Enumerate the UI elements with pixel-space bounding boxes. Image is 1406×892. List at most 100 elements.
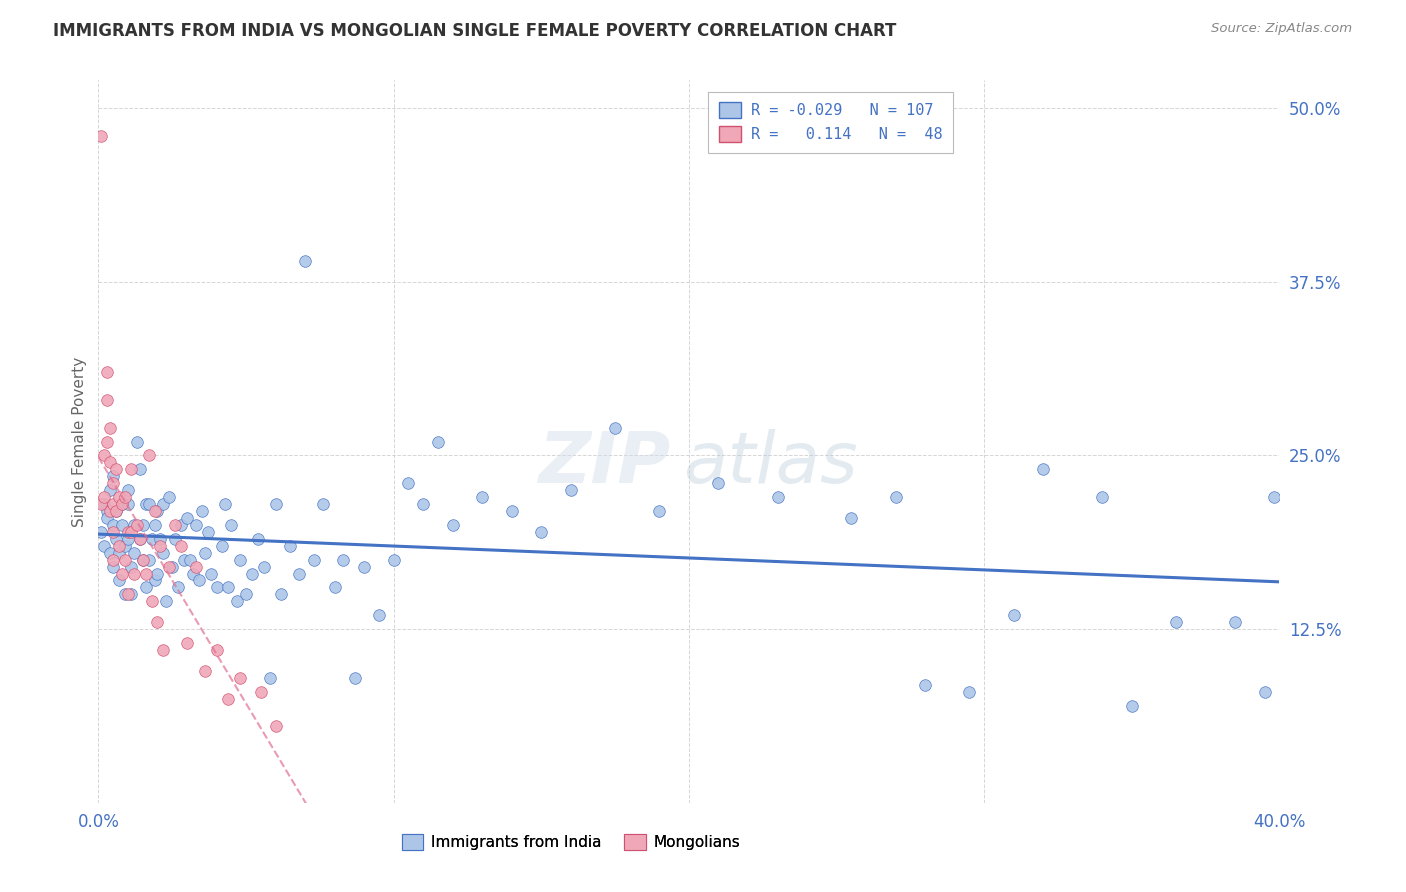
- Point: [128, 462, 150, 476]
- Point: [167, 581, 190, 595]
- Point: [157, 559, 180, 574]
- Point: [120, 559, 142, 574]
- Point: [103, 552, 125, 566]
- Point: [143, 517, 166, 532]
- Point: [217, 581, 239, 595]
- Point: [122, 546, 145, 560]
- Point: [176, 636, 198, 650]
- Point: [135, 566, 157, 581]
- Point: [93, 490, 115, 504]
- Point: [132, 552, 155, 566]
- Point: [240, 566, 263, 581]
- Point: [173, 552, 195, 566]
- Point: [132, 517, 155, 532]
- Point: [152, 546, 174, 560]
- Point: [1002, 608, 1025, 623]
- Point: [135, 497, 157, 511]
- Point: [135, 581, 157, 595]
- Point: [117, 532, 139, 546]
- Point: [103, 476, 125, 491]
- Point: [96, 511, 118, 525]
- Point: [138, 552, 160, 566]
- Point: [138, 449, 160, 463]
- Point: [270, 587, 292, 601]
- Point: [165, 532, 187, 546]
- Point: [170, 517, 193, 532]
- Point: [103, 559, 125, 574]
- Point: [214, 497, 236, 511]
- Point: [205, 643, 228, 657]
- Point: [117, 483, 139, 498]
- Point: [152, 497, 174, 511]
- Point: [221, 517, 243, 532]
- Point: [143, 574, 166, 588]
- Point: [288, 566, 311, 581]
- Point: [141, 532, 163, 546]
- Point: [98, 483, 121, 498]
- Point: [114, 552, 136, 566]
- Point: [353, 559, 375, 574]
- Point: [143, 504, 166, 518]
- Point: [427, 434, 450, 449]
- Point: [155, 594, 177, 608]
- Point: [103, 497, 125, 511]
- Point: [120, 524, 142, 539]
- Point: [226, 594, 249, 608]
- Point: [96, 392, 118, 407]
- Point: [98, 546, 121, 560]
- Text: Source: ZipAtlas.com: Source: ZipAtlas.com: [1212, 22, 1353, 36]
- Point: [120, 462, 142, 476]
- Point: [959, 684, 981, 698]
- Point: [114, 587, 136, 601]
- Point: [103, 469, 125, 483]
- Point: [246, 532, 269, 546]
- Point: [122, 566, 145, 581]
- Point: [157, 490, 180, 504]
- Point: [125, 434, 148, 449]
- Point: [114, 490, 136, 504]
- Point: [152, 643, 174, 657]
- Point: [111, 566, 134, 581]
- Point: [108, 546, 131, 560]
- Point: [93, 449, 115, 463]
- Point: [264, 719, 287, 733]
- Point: [194, 546, 217, 560]
- Point: [146, 615, 169, 630]
- Point: [149, 539, 172, 553]
- Text: atlas: atlas: [683, 429, 858, 498]
- Point: [108, 574, 131, 588]
- Point: [98, 504, 121, 518]
- Point: [114, 539, 136, 553]
- Point: [103, 524, 125, 539]
- Point: [200, 566, 222, 581]
- Point: [841, 511, 863, 525]
- Point: [96, 434, 118, 449]
- Point: [250, 684, 273, 698]
- Point: [1121, 698, 1143, 713]
- Point: [264, 497, 287, 511]
- Point: [217, 691, 239, 706]
- Point: [98, 420, 121, 434]
- Point: [560, 483, 582, 498]
- Point: [181, 566, 204, 581]
- Point: [1225, 615, 1247, 630]
- Point: [191, 504, 214, 518]
- Point: [707, 476, 730, 491]
- Point: [93, 539, 115, 553]
- Point: [412, 497, 434, 511]
- Point: [138, 497, 160, 511]
- Point: [108, 539, 131, 553]
- Point: [117, 524, 139, 539]
- Point: [1032, 462, 1054, 476]
- Point: [530, 524, 553, 539]
- Point: [312, 497, 335, 511]
- Point: [914, 678, 936, 692]
- Point: [146, 504, 169, 518]
- Point: [170, 539, 193, 553]
- Point: [90, 128, 112, 143]
- Point: [105, 532, 128, 546]
- Text: ZIP: ZIP: [538, 429, 671, 498]
- Point: [332, 552, 354, 566]
- Point: [141, 594, 163, 608]
- Point: [194, 664, 217, 678]
